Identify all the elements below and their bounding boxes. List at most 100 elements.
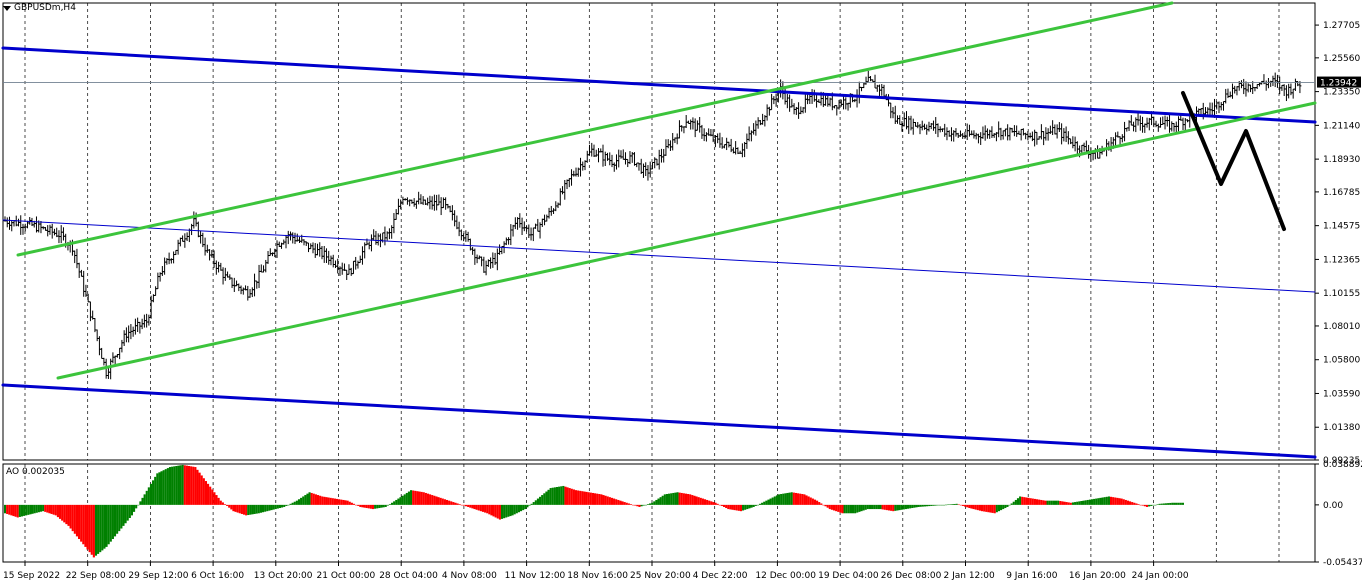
trend-line-blue-lower[interactable] xyxy=(1,383,1317,459)
ao-histogram-bar xyxy=(987,504,990,513)
ao-histogram-bar xyxy=(911,504,914,509)
ao-histogram-bar xyxy=(627,503,630,505)
ao-histogram-bar xyxy=(585,491,588,505)
ao-histogram-bar xyxy=(1145,504,1149,507)
ao-histogram-bar xyxy=(107,504,110,545)
ao-histogram-bar xyxy=(304,495,307,505)
ao-histogram-bar xyxy=(156,473,159,505)
ao-histogram-bar xyxy=(955,503,958,505)
ao-histogram-bar xyxy=(266,504,269,512)
ao-histogram-bar xyxy=(1181,502,1184,505)
ao-histogram-bar xyxy=(20,504,24,517)
ao-histogram-bar xyxy=(357,504,360,506)
ao-histogram-bar xyxy=(1107,496,1110,505)
ao-histogram-bar xyxy=(300,497,303,505)
ao-histogram-bar xyxy=(469,504,472,508)
channel-line-green-upper[interactable] xyxy=(16,1,1174,257)
ao-histogram-bar xyxy=(718,504,721,506)
ao-histogram-bar xyxy=(587,492,590,505)
ao-histogram-bar xyxy=(519,504,523,512)
ao-histogram-bar xyxy=(672,492,675,505)
ao-histogram-bar xyxy=(663,494,666,505)
y-tick-label: 1.27705 xyxy=(1323,21,1360,31)
ao-histogram-bar xyxy=(376,504,379,509)
ao-histogram-bar xyxy=(921,504,924,507)
ao-histogram-bar xyxy=(101,504,104,551)
ao-histogram-bar xyxy=(173,466,176,505)
ao-histogram-bar xyxy=(12,504,15,517)
ao-histogram-bar xyxy=(1090,499,1094,505)
ao-histogram-bar xyxy=(1057,500,1060,505)
ao-histogram-bar xyxy=(606,496,609,505)
ao-histogram-bar xyxy=(839,504,842,513)
x-tick-label: 4 Nov 08:00 xyxy=(442,571,497,581)
ao-histogram-bar xyxy=(350,502,353,505)
ao-histogram-bar xyxy=(50,504,53,514)
ao-histogram-bar xyxy=(63,504,66,523)
y-tick-label: 1.03590 xyxy=(1323,389,1360,399)
ao-histogram-bar xyxy=(894,504,897,511)
x-tick-label: 29 Sep 12:00 xyxy=(128,571,188,581)
ao-histogram-bar xyxy=(211,489,214,505)
x-tick-label: 24 Jan 00:00 xyxy=(1132,571,1189,581)
ao-histogram-bar xyxy=(359,504,362,507)
ao-histogram-bar xyxy=(803,494,806,505)
ao-histogram-bar xyxy=(703,499,707,505)
ao-histogram-bar xyxy=(564,486,567,505)
ao-histogram-bar xyxy=(731,504,734,510)
ao-histogram-bar xyxy=(1071,502,1075,505)
ao-histogram-bar xyxy=(183,465,186,505)
ao-histogram-bar xyxy=(1112,497,1115,505)
ao-histogram-bar xyxy=(775,495,778,505)
trend-line-blue-middle[interactable] xyxy=(2,219,1316,293)
ao-histogram-bar xyxy=(849,504,852,514)
ao-histogram-bar xyxy=(1164,503,1168,505)
ao-histogram-bar xyxy=(316,495,320,505)
ao-histogram-bar xyxy=(854,504,857,514)
ao-histogram-bar xyxy=(207,483,210,505)
channel-line-green-lower[interactable] xyxy=(56,101,1317,380)
trend-line-blue-upper[interactable] xyxy=(1,46,1317,124)
ao-histogram-bar xyxy=(1097,498,1100,505)
ao-histogram-bar xyxy=(1074,502,1077,505)
ao-histogram-bar xyxy=(166,468,169,505)
ao-histogram-bar xyxy=(137,504,140,506)
ao-histogram-bar xyxy=(498,504,501,520)
ao-histogram-bar xyxy=(465,504,468,507)
ao-histogram-bar xyxy=(223,504,227,505)
forecast-zigzag[interactable] xyxy=(1181,91,1286,231)
ao-histogram-bar xyxy=(902,504,905,510)
ao-histogram-bar xyxy=(202,478,205,505)
ao-histogram-bar xyxy=(765,500,768,505)
ao-histogram-bar xyxy=(215,495,218,505)
ao-histogram-bar xyxy=(479,504,482,512)
ao-histogram-bar xyxy=(477,504,480,511)
ao-histogram-bar xyxy=(828,504,831,510)
ao-histogram-bar xyxy=(422,492,425,505)
ao-histogram-bar xyxy=(65,504,68,525)
ao-histogram-bar xyxy=(278,504,282,509)
ao-histogram-bar xyxy=(932,504,935,506)
ao-histogram-bar xyxy=(801,494,804,505)
ao-histogram-bar xyxy=(23,504,26,516)
ao-histogram-bar xyxy=(185,465,188,505)
ao-histogram-bar xyxy=(39,504,43,512)
dropdown-triangle-icon[interactable] xyxy=(3,5,11,11)
ao-histogram-bar xyxy=(18,504,21,517)
ao-histogram-bar xyxy=(881,504,884,510)
ao-histogram-bar xyxy=(926,504,929,507)
ao-histogram-bar xyxy=(906,504,910,509)
ao-histogram-bar xyxy=(777,494,781,505)
ao-histogram-bar xyxy=(439,497,442,505)
ao-histogram-bar xyxy=(648,503,652,505)
ao-histogram-bar xyxy=(257,504,260,514)
ao-histogram-bar xyxy=(181,464,184,505)
ao-histogram-bar xyxy=(139,501,142,505)
ao-histogram-bar xyxy=(141,497,144,505)
ao-histogram-bar xyxy=(684,493,688,505)
ao-histogram-bar xyxy=(534,500,537,505)
ao-histogram-bar xyxy=(242,504,246,515)
ao-histogram-bar xyxy=(822,504,825,506)
